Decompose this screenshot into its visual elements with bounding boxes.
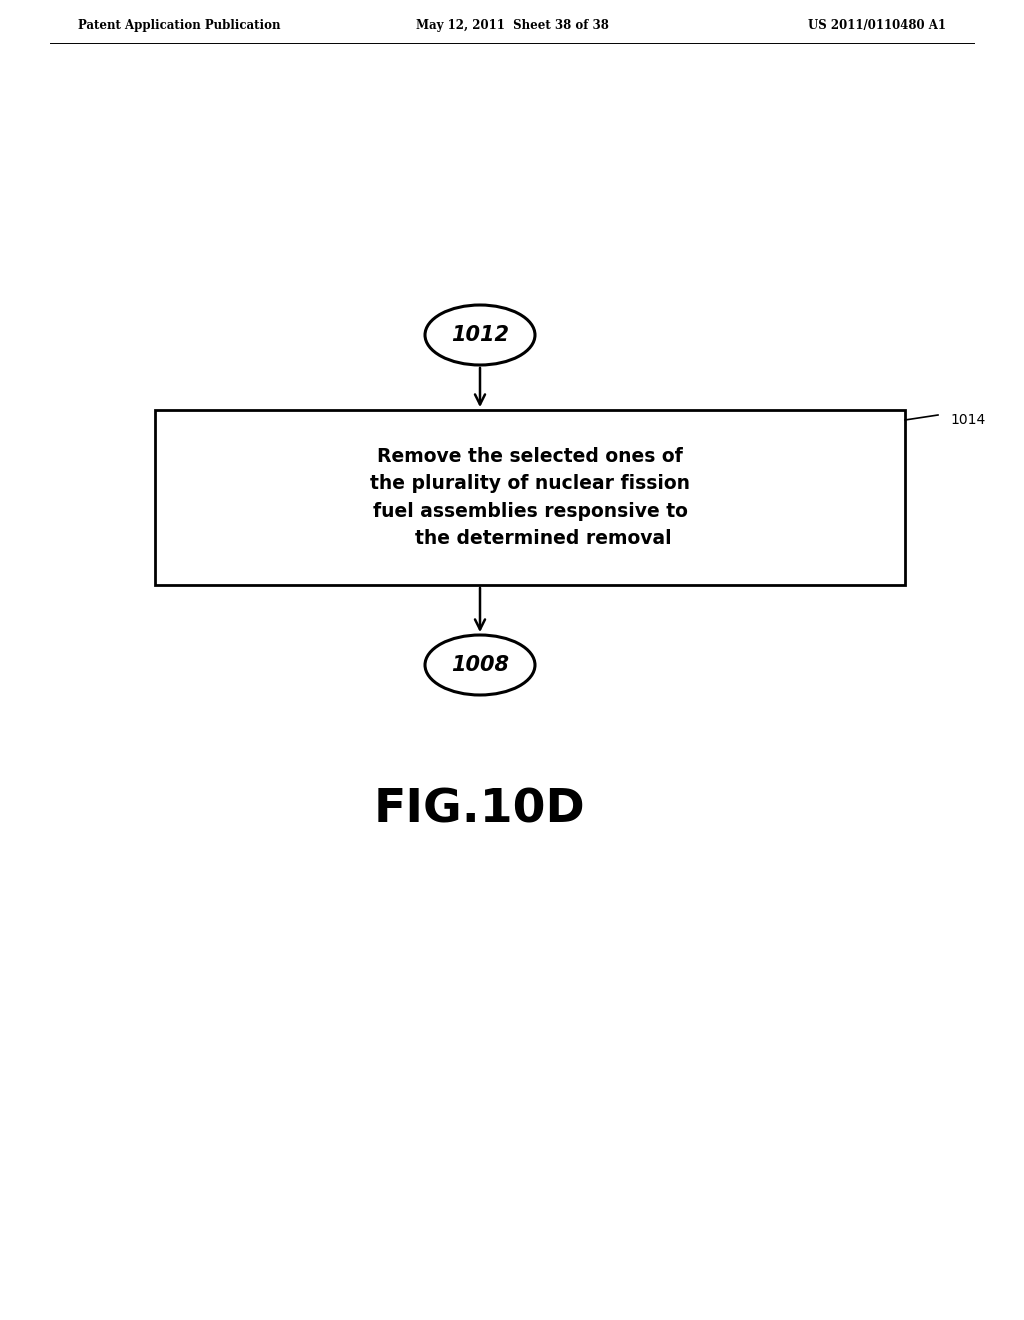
Text: FIG.10D: FIG.10D — [374, 788, 586, 833]
Ellipse shape — [425, 635, 535, 696]
Text: 1012: 1012 — [451, 325, 509, 345]
Text: May 12, 2011  Sheet 38 of 38: May 12, 2011 Sheet 38 of 38 — [416, 18, 608, 32]
Ellipse shape — [425, 305, 535, 366]
Text: 1008: 1008 — [451, 655, 509, 675]
Text: Remove the selected ones of
the plurality of nuclear fission
fuel assemblies res: Remove the selected ones of the pluralit… — [370, 447, 690, 548]
Text: Patent Application Publication: Patent Application Publication — [78, 18, 281, 32]
Bar — [155, 411, 905, 585]
Text: 1014: 1014 — [950, 413, 985, 426]
Text: US 2011/0110480 A1: US 2011/0110480 A1 — [808, 18, 946, 32]
